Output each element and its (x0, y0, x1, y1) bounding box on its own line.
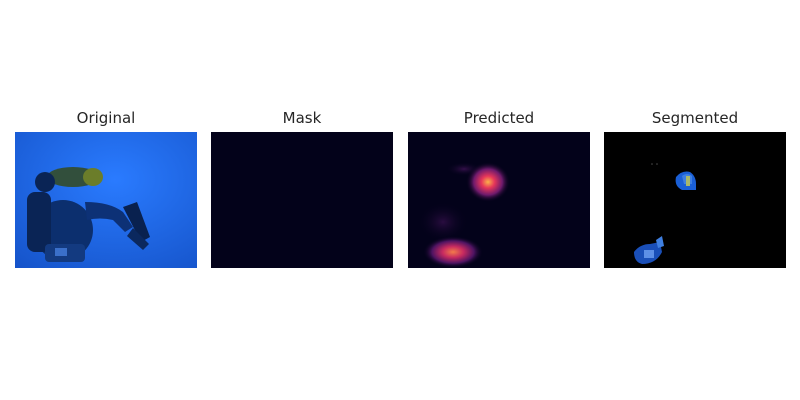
panel-title-original: Original (76, 109, 136, 127)
heatmap-faint-region (418, 202, 468, 242)
mask-fill (211, 132, 393, 268)
diver-silhouette (27, 167, 150, 262)
panel-mask: Mask (211, 107, 393, 268)
panel-original: Original (15, 107, 197, 268)
panel-predicted: Predicted (408, 107, 590, 268)
heatmap-hotspot (466, 162, 510, 202)
mask-image (211, 132, 393, 268)
original-image (15, 132, 197, 268)
panel-title-predicted: Predicted (463, 109, 535, 127)
heatmap-hotspot (423, 236, 483, 268)
segment-background (604, 132, 786, 268)
segmented-image (604, 132, 786, 268)
segment-speck (656, 163, 658, 165)
panel-title-segmented: Segmented (651, 109, 739, 127)
segment-speck (651, 163, 653, 165)
segment-region (675, 171, 696, 190)
panel-title-mask: Mask (282, 109, 322, 127)
segment-region (634, 236, 664, 264)
predicted-heatmap (408, 132, 590, 268)
panel-segmented: Segmented (604, 107, 786, 268)
